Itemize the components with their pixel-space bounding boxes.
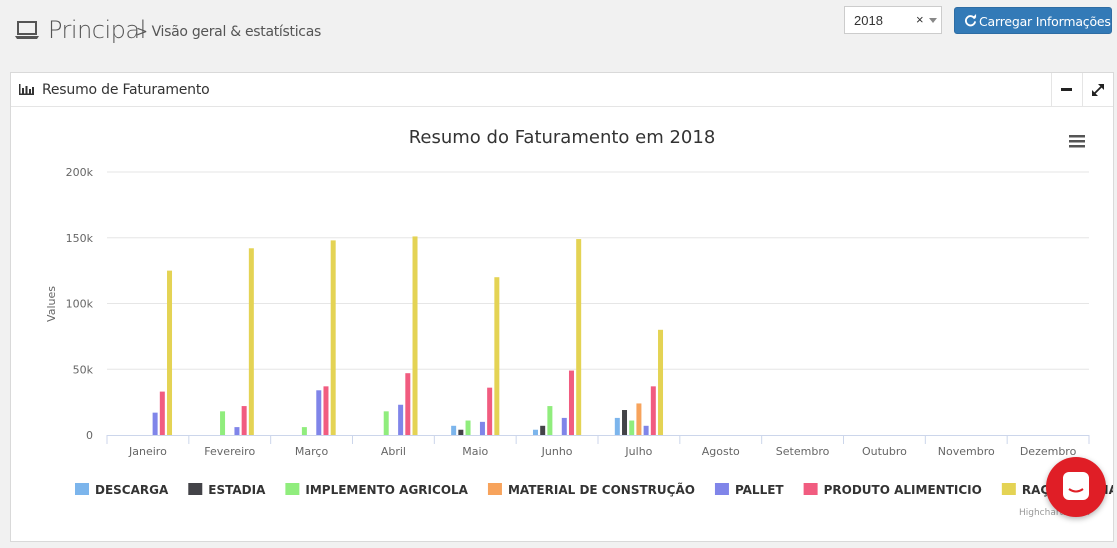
bar[interactable] (330, 240, 336, 435)
bar[interactable] (159, 391, 165, 435)
bar[interactable] (494, 277, 500, 435)
x-tick-label: Junho (541, 445, 573, 458)
chart-area: 0 50k 100k 150k 200k Janeiro Fevereiro Março Abr… (11, 107, 1117, 543)
chart-title: Resumo do Faturamento em 2018 (409, 127, 716, 148)
legend-swatch (803, 483, 818, 495)
bar[interactable] (152, 412, 158, 435)
panel-title: Resumo de Faturamento (42, 82, 210, 98)
bar[interactable] (383, 411, 389, 435)
bar[interactable] (412, 236, 418, 435)
bar[interactable] (220, 411, 226, 435)
y-tick-label: 200k (66, 166, 94, 179)
legend-item[interactable]: ESTADIA (188, 483, 266, 497)
laptop-icon (15, 21, 39, 39)
legend-swatch (714, 483, 729, 495)
x-tick-label: Janeiro (128, 445, 167, 458)
x-tick-label: Agosto (702, 445, 740, 458)
legend-item[interactable]: MATERIAL DE CONSTRUÇÃO (487, 482, 695, 497)
x-tick-label: Novembro (938, 445, 995, 458)
y-tick-label: 100k (66, 298, 94, 311)
chat-icon (1063, 472, 1089, 500)
x-tick-label: Abril (381, 445, 406, 458)
bar[interactable] (568, 370, 574, 435)
legend-label: PALLET (735, 483, 784, 497)
bar[interactable] (540, 425, 546, 435)
bar[interactable] (561, 417, 567, 435)
legend-swatch (75, 483, 89, 495)
bar[interactable] (323, 386, 329, 435)
expand-icon (1092, 84, 1104, 96)
bar[interactable] (301, 427, 307, 435)
bar-chart: 0 50k 100k 150k 200k Janeiro Fevereiro Março Abr… (45, 127, 1117, 518)
x-tick-label: Fevereiro (204, 445, 255, 458)
bar[interactable] (576, 239, 582, 435)
bar[interactable] (398, 404, 404, 435)
bar[interactable] (405, 373, 411, 435)
x-tick-label: Outubro (862, 445, 907, 458)
legend-label: DESCARGA (95, 483, 169, 497)
bar[interactable] (629, 420, 635, 435)
x-tick-label: Março (295, 445, 329, 458)
chevron-down-icon[interactable] (929, 18, 937, 23)
bar[interactable] (614, 417, 620, 435)
legend-swatch (487, 483, 502, 495)
bar[interactable] (248, 248, 254, 435)
x-tick-label: Julho (624, 445, 652, 458)
y-tick-label: 150k (66, 232, 94, 245)
highcharts-credit[interactable]: Highcharts.com (1019, 508, 1090, 518)
bar[interactable] (465, 420, 471, 435)
bar[interactable] (622, 410, 628, 435)
panel-header: Resumo de Faturamento (11, 73, 1113, 107)
page-subtitle: > Visão geral & estatísticas (136, 24, 321, 40)
load-info-button[interactable]: Carregar Informações (954, 7, 1112, 34)
legend-swatch (188, 483, 203, 495)
y-tick-label: 50k (73, 363, 94, 376)
legend-swatch (285, 483, 300, 495)
year-select[interactable]: 2018 × (844, 6, 942, 34)
legend-label: PRODUTO ALIMENTICIO (824, 483, 982, 497)
bar[interactable] (167, 270, 173, 435)
legend-label: ESTADIA (208, 483, 266, 497)
bar[interactable] (547, 406, 553, 435)
year-select-value: 2018 (854, 13, 883, 28)
bar[interactable] (451, 425, 457, 435)
legend-swatch (1001, 483, 1016, 495)
x-tick-label: Setembro (776, 445, 830, 458)
legend-label: MATERIAL DE CONSTRUÇÃO (508, 482, 695, 497)
bar[interactable] (458, 429, 464, 435)
bar[interactable] (658, 329, 664, 435)
legend-item[interactable]: DESCARGA (75, 483, 169, 497)
clear-selection-icon[interactable]: × (916, 12, 924, 27)
page-title: Principal (48, 16, 146, 44)
bar-chart-icon (19, 84, 34, 95)
bar[interactable] (650, 386, 656, 435)
chat-widget-button[interactable] (1046, 457, 1106, 517)
bar[interactable] (487, 387, 493, 435)
legend-item[interactable]: IMPLEMENTO AGRICOLA (285, 483, 469, 497)
billing-summary-panel: Resumo de Faturamento 0 50k 100k 150k 200k Ja… (10, 72, 1117, 543)
bar[interactable] (532, 429, 538, 435)
y-tick-label: 0 (86, 429, 93, 442)
legend-item[interactable]: PALLET (714, 483, 784, 497)
bar[interactable] (316, 390, 322, 435)
bar[interactable] (479, 421, 485, 435)
minimize-button[interactable] (1051, 73, 1083, 106)
expand-button[interactable] (1082, 73, 1114, 106)
bar[interactable] (643, 425, 649, 435)
legend-label: IMPLEMENTO AGRICOLA (305, 483, 468, 497)
legend-item[interactable]: PRODUTO ALIMENTICIO (803, 483, 982, 497)
x-tick-label: Dezembro (1020, 445, 1077, 458)
bar[interactable] (234, 427, 240, 435)
x-tick-label: Maio (462, 445, 488, 458)
page-header: Principal > Visão geral & estatísticas 2… (0, 0, 1117, 64)
refresh-icon (964, 14, 977, 27)
y-axis-title: Values (45, 286, 58, 322)
bar[interactable] (636, 403, 642, 435)
bar[interactable] (241, 406, 247, 435)
minus-icon (1061, 88, 1072, 91)
load-info-button-label: Carregar Informações (979, 14, 1111, 29)
hamburger-menu-icon[interactable] (1069, 135, 1085, 148)
